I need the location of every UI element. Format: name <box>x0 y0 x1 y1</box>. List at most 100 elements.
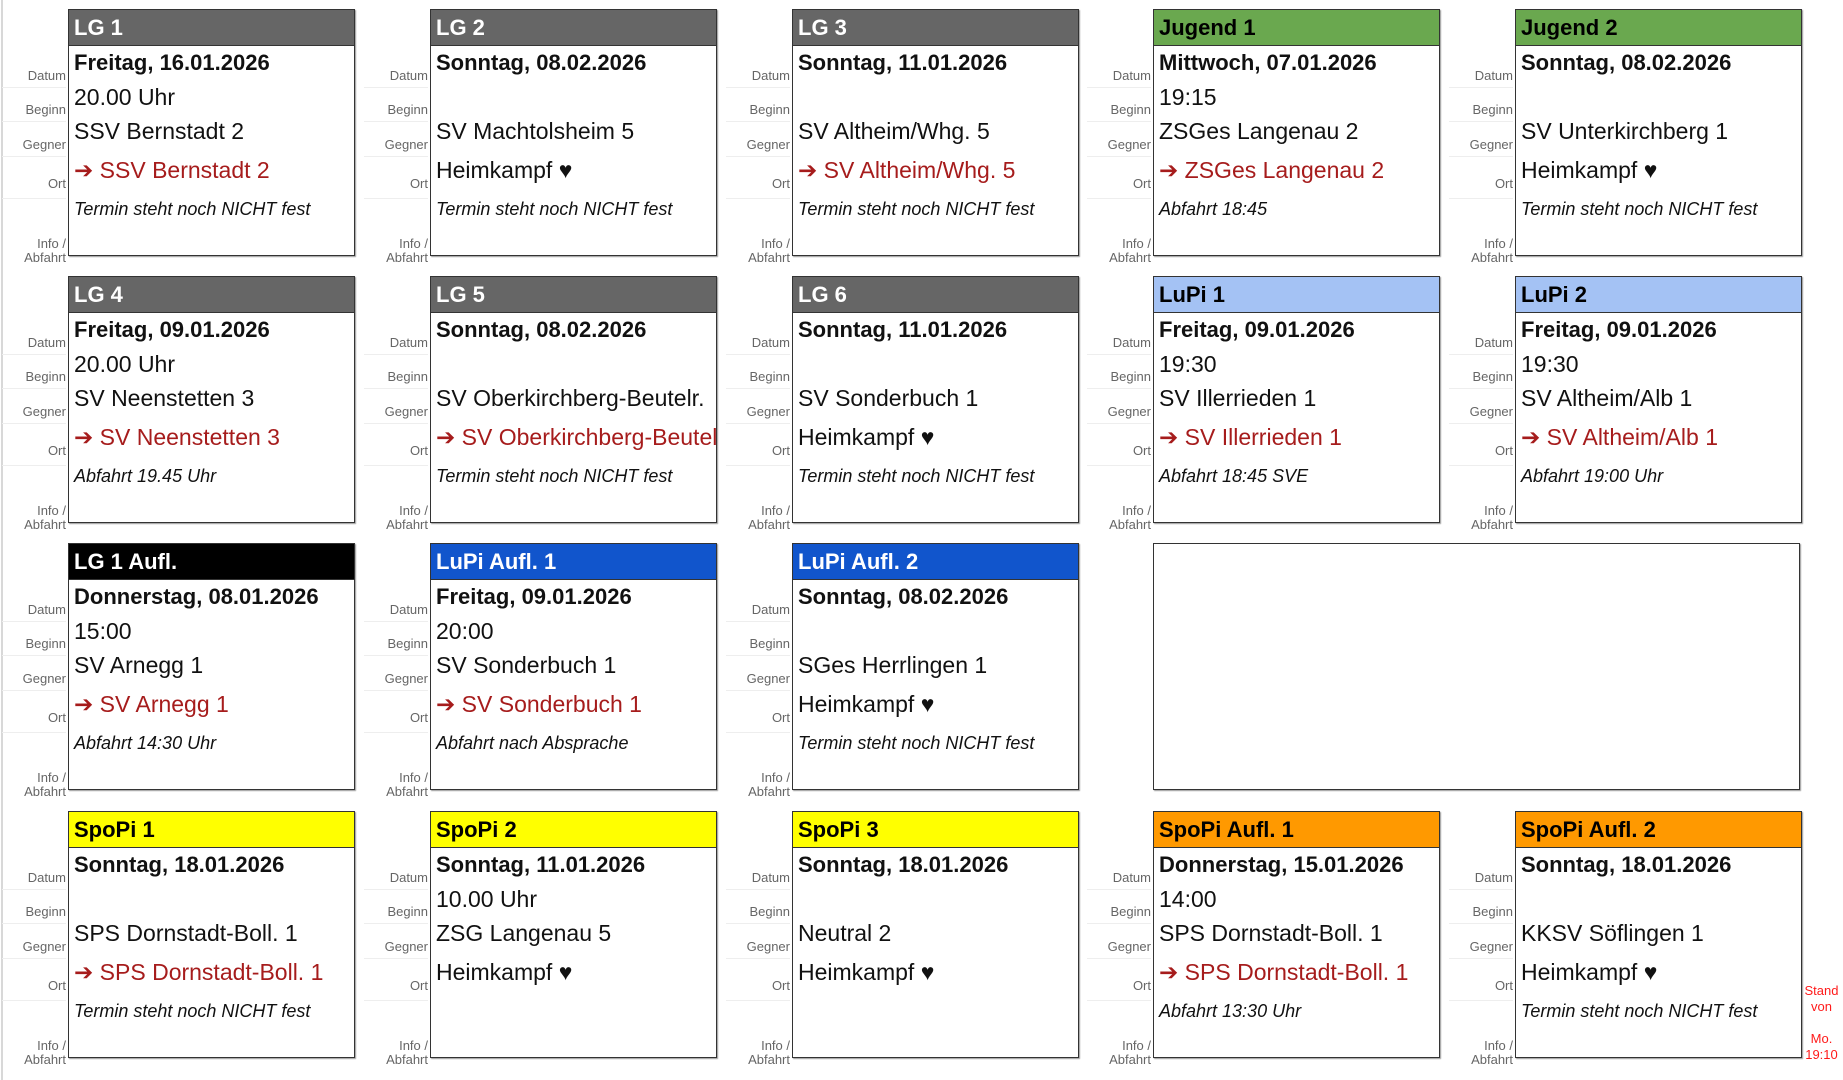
venue-text: SV Illerrieden 1 <box>1184 424 1342 450</box>
venue-text: ZSGes Langenau 2 <box>1184 157 1385 183</box>
match-start: 19:30 <box>1159 351 1217 377</box>
label-beginn: Beginn <box>726 890 790 924</box>
label-info-2: Abfahrt <box>24 1052 66 1067</box>
opponent: SV Neenstetten 3 <box>74 385 255 411</box>
arrow-right-icon: ➔ <box>74 424 94 450</box>
match-date: Donnerstag, 15.01.2026 <box>1159 852 1404 877</box>
team-header: LuPi Aufl. 1 <box>431 544 716 580</box>
match-start <box>793 882 1078 916</box>
label-ort: Ort <box>1449 424 1513 466</box>
label-info: Info / Abfahrt <box>726 733 790 799</box>
venue-text: Heimkampf ♥ <box>798 424 935 450</box>
opponent: SV Arnegg 1 <box>74 652 204 678</box>
label-gegner: Gegner <box>1449 389 1513 424</box>
opponent: SV Machtolsheim 5 <box>436 118 635 144</box>
match-card: LG 2 Sonntag, 08.02.2026 SV Machtolsheim 5… <box>430 9 717 256</box>
label-beginn: Beginn <box>364 88 428 122</box>
label-info-2: Abfahrt <box>748 1052 790 1067</box>
arrow-right-icon: ➔ <box>1159 157 1179 183</box>
venue: Heimkampf ♥ <box>1516 149 1801 191</box>
stand-timestamp: Stand von Mo. 19:10 <box>1800 983 1843 1063</box>
label-datum: Datum <box>726 321 790 355</box>
opponent: ZSGes Langenau 2 <box>1159 118 1359 144</box>
venue: ➔ SV Sonderbuch 1 <box>431 683 716 725</box>
venue: ➔ SPS Dornstadt-Boll. 1 <box>1154 951 1439 993</box>
team-header: SpoPi Aufl. 2 <box>1516 812 1801 848</box>
venue: Heimkampf ♥ <box>793 416 1078 458</box>
match-card: LuPi 2 Freitag, 09.01.2026 19:30 SV Altheim… <box>1515 276 1802 523</box>
label-datum: Datum <box>726 856 790 890</box>
label-ort: Ort <box>364 157 428 199</box>
label-info: Info / Abfahrt <box>2 466 66 532</box>
label-gegner: Gegner <box>726 122 790 157</box>
label-info-2: Abfahrt <box>1109 250 1151 265</box>
label-beginn: Beginn <box>1449 88 1513 122</box>
venue-text: SV Altheim/Alb 1 <box>1546 424 1718 450</box>
team-header: LG 1 <box>69 10 354 46</box>
team-header: SpoPi 2 <box>431 812 716 848</box>
venue: Heimkampf ♥ <box>431 149 716 191</box>
label-info-1: Info / <box>37 503 66 518</box>
match-card: SpoPi Aufl. 1 Donnerstag, 15.01.2026 14:00… <box>1153 811 1440 1058</box>
match-card: LuPi Aufl. 1 Freitag, 09.01.2026 20:00 SV S… <box>430 543 717 790</box>
arrow-right-icon: ➔ <box>798 157 818 183</box>
label-datum: Datum <box>1087 321 1151 355</box>
opponent: Neutral 2 <box>798 920 892 946</box>
label-ort: Ort <box>2 157 66 199</box>
info-text: Termin steht noch NICHT fest <box>74 199 311 219</box>
label-datum: Datum <box>364 321 428 355</box>
venue: ➔ ZSGes Langenau 2 <box>1154 149 1439 191</box>
match-start: 19:15 <box>1159 84 1217 110</box>
label-info: Info / Abfahrt <box>726 199 790 265</box>
opponent: SSV Bernstadt 2 <box>74 118 245 144</box>
match-date: Freitag, 09.01.2026 <box>1159 317 1355 342</box>
match-start <box>793 614 1078 648</box>
match-start <box>431 347 716 381</box>
venue-text: SV Sonderbuch 1 <box>461 691 642 717</box>
info-text <box>793 993 1078 1057</box>
label-ort: Ort <box>1087 157 1151 199</box>
label-info: Info / Abfahrt <box>2 733 66 799</box>
match-date: Sonntag, 08.02.2026 <box>436 317 647 342</box>
arrow-right-icon: ➔ <box>436 424 456 450</box>
arrow-right-icon: ➔ <box>1159 424 1179 450</box>
label-gegner: Gegner <box>726 924 790 959</box>
team-header: Jugend 2 <box>1516 10 1801 46</box>
team-header: LuPi Aufl. 2 <box>793 544 1078 580</box>
opponent: SV Unterkirchberg 1 <box>1521 118 1729 144</box>
arrow-right-icon: ➔ <box>74 157 94 183</box>
label-info-2: Abfahrt <box>748 250 790 265</box>
venue: Heimkampf ♥ <box>793 683 1078 725</box>
venue-text: Heimkampf ♥ <box>436 959 573 985</box>
label-beginn: Beginn <box>1449 355 1513 389</box>
match-card: LG 6 Sonntag, 11.01.2026 SV Sonderbuch 1 He… <box>792 276 1079 523</box>
match-start: 19:30 <box>1521 351 1579 377</box>
label-gegner: Gegner <box>2 924 66 959</box>
match-date: Donnerstag, 08.01.2026 <box>74 584 319 609</box>
match-start <box>69 882 354 916</box>
venue: ➔ SV Altheim/Alb 1 <box>1516 416 1801 458</box>
match-start: 20:00 <box>436 618 494 644</box>
stand-label: Stand <box>1804 983 1839 998</box>
match-date: Sonntag, 08.02.2026 <box>798 584 1009 609</box>
label-datum: Datum <box>364 588 428 622</box>
info-text: Termin steht noch NICHT fest <box>1521 1001 1758 1021</box>
label-info-1: Info / <box>761 503 790 518</box>
opponent: SV Sonderbuch 1 <box>436 652 617 678</box>
label-info-2: Abfahrt <box>386 517 428 532</box>
label-info-1: Info / <box>399 770 428 785</box>
label-info: Info / Abfahrt <box>364 199 428 265</box>
label-gegner: Gegner <box>2 389 66 424</box>
info-text: Abfahrt 13:30 Uhr <box>1159 1001 1302 1021</box>
info-text: Termin steht noch NICHT fest <box>436 199 673 219</box>
empty-card <box>1153 543 1800 790</box>
label-gegner: Gegner <box>364 122 428 157</box>
label-beginn: Beginn <box>1087 355 1151 389</box>
label-gegner: Gegner <box>364 656 428 691</box>
page-border <box>1 0 3 1080</box>
match-card: Jugend 2 Sonntag, 08.02.2026 SV Unterkirch… <box>1515 9 1802 256</box>
label-beginn: Beginn <box>1449 890 1513 924</box>
venue-text: SV Neenstetten 3 <box>99 424 280 450</box>
info-text: Termin steht noch NICHT fest <box>798 466 1035 486</box>
label-info-1: Info / <box>37 770 66 785</box>
